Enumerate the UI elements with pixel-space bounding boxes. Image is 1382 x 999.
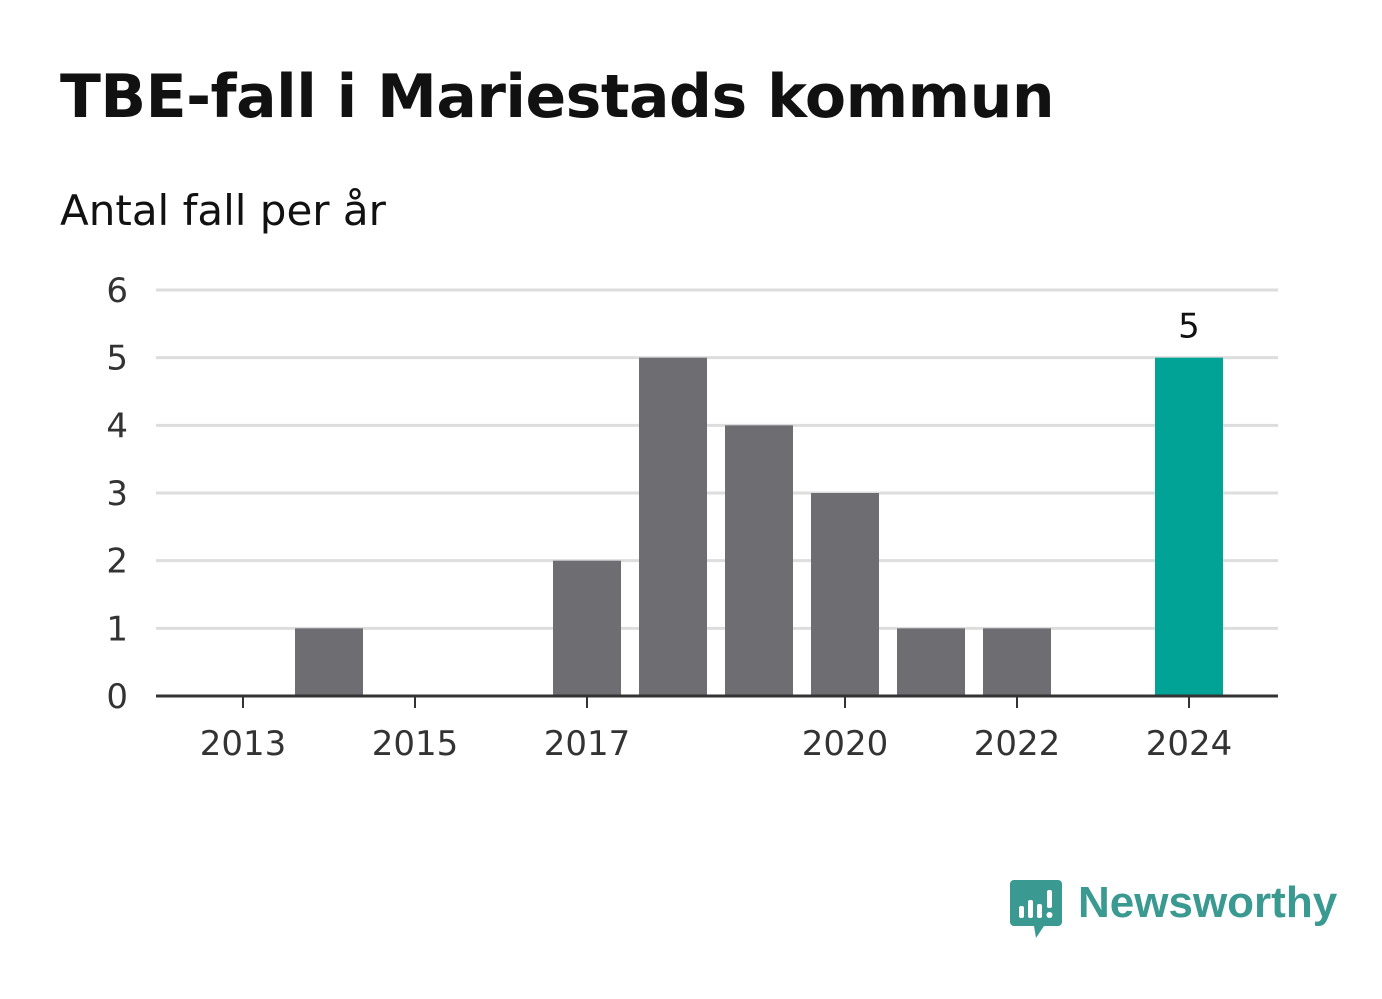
y-tick-label-0: 0 (106, 677, 128, 717)
y-tick-label-5: 5 (106, 339, 128, 379)
y-tick-label-2: 2 (106, 542, 128, 582)
x-tick-label-2013: 2013 (200, 724, 287, 764)
bar-2021 (897, 628, 965, 696)
chart-subtitle: Antal fall per år (60, 186, 386, 235)
data-labels: 5 (1178, 307, 1200, 347)
y-tick-label-4: 4 (106, 406, 128, 446)
x-tick-label-2015: 2015 (372, 724, 459, 764)
bar-2024 (1155, 357, 1223, 696)
x-axis-tick-labels: 2013 2015 2017 2020 2022 2024 (200, 724, 1233, 764)
bar-2017 (553, 560, 621, 696)
x-tick-label-2020: 2020 (802, 724, 889, 764)
brand-logo: Newsworthy (1010, 878, 1337, 940)
brand-name: Newsworthy (1078, 878, 1338, 927)
bar-2018 (639, 357, 707, 696)
page-title: TBE-fall i Mariestads kommun (60, 62, 1055, 132)
y-tick-label-6: 6 (106, 271, 128, 311)
x-tick-label-2022: 2022 (974, 724, 1061, 764)
grid-lines (156, 288, 1278, 630)
x-tick-label-2024: 2024 (1146, 724, 1233, 764)
bar-2020 (811, 493, 879, 696)
y-axis-tick-labels: 0 1 2 3 4 5 6 (106, 271, 128, 717)
bar-2014 (295, 628, 363, 696)
data-label-2024: 5 (1178, 307, 1200, 347)
x-tick-label-2017: 2017 (544, 724, 631, 764)
bar-2022 (983, 628, 1051, 696)
bar-2019 (725, 425, 793, 696)
y-tick-label-1: 1 (106, 609, 128, 649)
bars (295, 357, 1223, 696)
x-axis (156, 694, 1278, 708)
newsworthy-logo-icon (1010, 880, 1062, 938)
y-tick-label-3: 3 (106, 474, 128, 514)
